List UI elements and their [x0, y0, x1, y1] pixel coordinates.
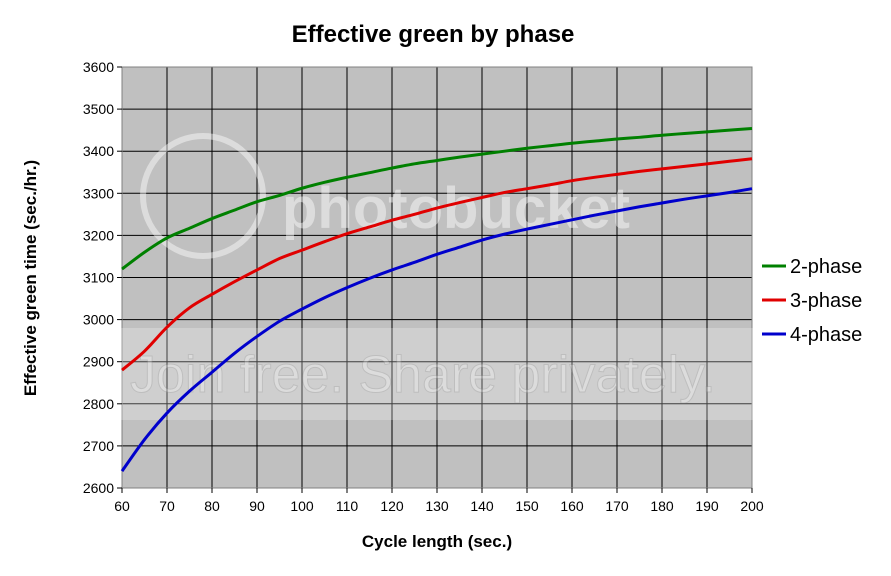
y-tick-label: 2600 — [83, 480, 114, 496]
y-tick-label: 3200 — [83, 227, 114, 243]
series-line-2-phase — [121, 126, 753, 271]
x-tick-label: 160 — [560, 498, 584, 514]
y-axis-title: Effective green time (sec./hr.) — [21, 160, 40, 396]
legend: 2-phase 3-phase 4-phase — [762, 256, 862, 346]
x-tick-label: 150 — [515, 498, 539, 514]
x-axis-ticks: 60 70 80 90 100 110 120 130 140 150 160 170 180 190 20… — [114, 488, 764, 514]
y-tick-label: 2700 — [83, 438, 114, 454]
x-tick-label: 140 — [470, 498, 494, 514]
y-tick-label: 3500 — [83, 101, 114, 117]
series — [120, 126, 753, 473]
watermark-tagline: Join free. Share privately. — [130, 346, 716, 404]
y-tick-label: 2900 — [83, 354, 114, 370]
x-tick-label: 130 — [425, 498, 449, 514]
watermark-logo — [140, 133, 266, 259]
x-tick-label: 60 — [114, 498, 130, 514]
watermark-brand: photobucket — [282, 176, 630, 241]
y-tick-label: 2800 — [83, 396, 114, 412]
x-tick-label: 120 — [380, 498, 404, 514]
y-tick-label: 3300 — [83, 185, 114, 201]
x-tick-label: 90 — [249, 498, 265, 514]
x-tick-label: 190 — [695, 498, 719, 514]
x-tick-label: 80 — [204, 498, 220, 514]
x-tick-label: 170 — [605, 498, 629, 514]
x-tick-label: 100 — [290, 498, 314, 514]
x-tick-label: 70 — [159, 498, 175, 514]
y-tick-label: 3400 — [83, 143, 114, 159]
x-tick-label: 180 — [650, 498, 674, 514]
y-tick-label: 3000 — [83, 312, 114, 328]
legend-label: 2-phase — [790, 256, 862, 278]
series-line-3-phase — [121, 157, 753, 372]
y-axis-ticks: 2600 2700 2800 2900 3000 3100 3200 3300 3400 3500… — [83, 59, 122, 496]
y-tick-label: 3100 — [83, 270, 114, 286]
legend-label: 4-phase — [790, 324, 862, 346]
chart-title: Effective green by phase — [292, 21, 575, 48]
x-tick-label: 110 — [336, 498, 359, 514]
legend-label: 3-phase — [790, 290, 862, 312]
x-tick-label: 200 — [740, 498, 764, 514]
y-tick-label: 3600 — [83, 59, 114, 75]
watermark: photobucket Join free. Share privately. — [12, 133, 845, 420]
x-axis-title: Cycle length (sec.) — [362, 532, 512, 551]
series-line-4-phase — [120, 187, 753, 473]
